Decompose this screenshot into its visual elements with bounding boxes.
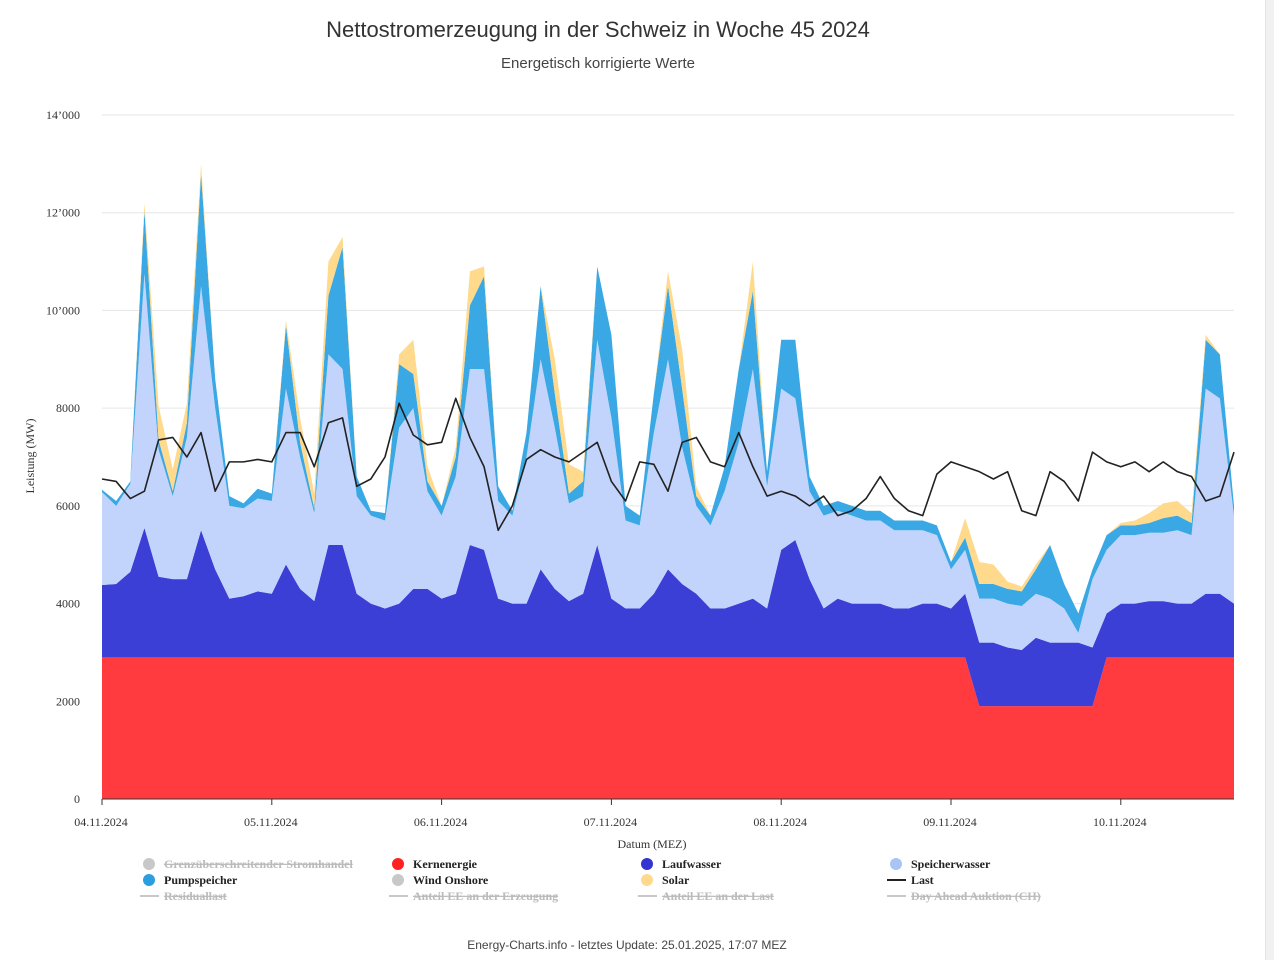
legend-label: Speicherwasser (911, 857, 991, 871)
series-area-speicherwasser (102, 273, 1234, 650)
chart-title: Nettostromerzeugung in der Schweiz in Wo… (326, 17, 870, 42)
legend-label: Day Ahead Auktion (CH) (911, 889, 1041, 903)
legend-label: Anteil EE an der Last (662, 889, 774, 903)
legend-label: Anteil EE an der Erzeugung (413, 889, 558, 903)
legend-marker (641, 874, 653, 886)
legend: Grenzüberschreitender Stromhandel Kernene… (140, 857, 1041, 903)
legend-marker (143, 874, 155, 886)
y-tick-label: 0 (74, 792, 80, 806)
x-tick-label: 07.11.2024 (584, 815, 638, 829)
legend-item-wind-onshore[interactable]: Wind Onshore (392, 873, 489, 887)
page-scrollbar[interactable] (1265, 0, 1274, 960)
legend-marker (392, 874, 404, 886)
axes: 0 2000 4000 6000 8000 10’000 12’000 14’000 04.11… (46, 108, 1234, 829)
y-tick-label: 8000 (56, 401, 80, 415)
legend-item-kernenergie[interactable]: Kernenergie (392, 857, 478, 871)
x-tick-label: 05.11.2024 (244, 815, 298, 829)
legend-marker (641, 858, 653, 870)
legend-item-day-ahead-auktion-ch[interactable]: Day Ahead Auktion (CH) (887, 889, 1041, 903)
plot-lines (101, 397, 1235, 532)
y-tick-label: 2000 (56, 694, 80, 708)
legend-item-last[interactable]: Last (887, 873, 934, 887)
legend-label: Kernenergie (413, 857, 478, 871)
y-axis-title: Leistung (MW) (23, 419, 37, 494)
x-axis-title: Datum (MEZ) (618, 837, 687, 851)
legend-label: Wind Onshore (413, 873, 489, 887)
x-tick-label: 04.11.2024 (74, 815, 128, 829)
legend-item-residuallast[interactable]: Residuallast (140, 889, 227, 903)
legend-item-anteil-ee-an-der-last[interactable]: Anteil EE an der Last (638, 889, 774, 903)
legend-label: Solar (662, 873, 690, 887)
legend-item-speicherwasser[interactable]: Speicherwasser (890, 857, 991, 871)
plot-areas (102, 163, 1234, 799)
legend-marker (392, 858, 404, 870)
y-tick-label: 14’000 (46, 108, 80, 122)
y-tick-label: 10’000 (46, 303, 80, 317)
legend-marker (143, 858, 155, 870)
legend-item-laufwasser[interactable]: Laufwasser (641, 857, 722, 871)
series-area-laufwasser (102, 527, 1234, 707)
series-area-kernenergie (102, 657, 1234, 799)
legend-label: Pumpspeicher (164, 873, 238, 887)
chart-subtitle: Energetisch korrigierte Werte (501, 55, 695, 72)
x-tick-label: 06.11.2024 (414, 815, 468, 829)
legend-marker (890, 858, 902, 870)
y-tick-label: 4000 (56, 597, 80, 611)
legend-label: Last (911, 873, 934, 887)
legend-item-grenz-berschreitender-stromhandel[interactable]: Grenzüberschreitender Stromhandel (143, 857, 353, 871)
x-tick-label: 08.11.2024 (753, 815, 807, 829)
y-tick-label: 12’000 (46, 206, 80, 220)
x-tick-label: 10.11.2024 (1093, 815, 1147, 829)
legend-item-anteil-ee-an-der-erzeugung[interactable]: Anteil EE an der Erzeugung (389, 889, 558, 903)
legend-label: Grenzüberschreitender Stromhandel (164, 857, 353, 871)
legend-item-pumpspeicher[interactable]: Pumpspeicher (143, 873, 238, 887)
legend-item-solar[interactable]: Solar (641, 873, 690, 887)
y-tick-label: 6000 (56, 499, 80, 513)
x-tick-label: 09.11.2024 (923, 815, 977, 829)
series-line-last (101, 397, 1235, 532)
credits[interactable]: Energy-Charts.info - letztes Update: 25.… (467, 938, 787, 952)
legend-label: Residuallast (164, 889, 227, 903)
series-area-pumpspeicher (102, 173, 1234, 633)
legend-label: Laufwasser (662, 857, 722, 871)
